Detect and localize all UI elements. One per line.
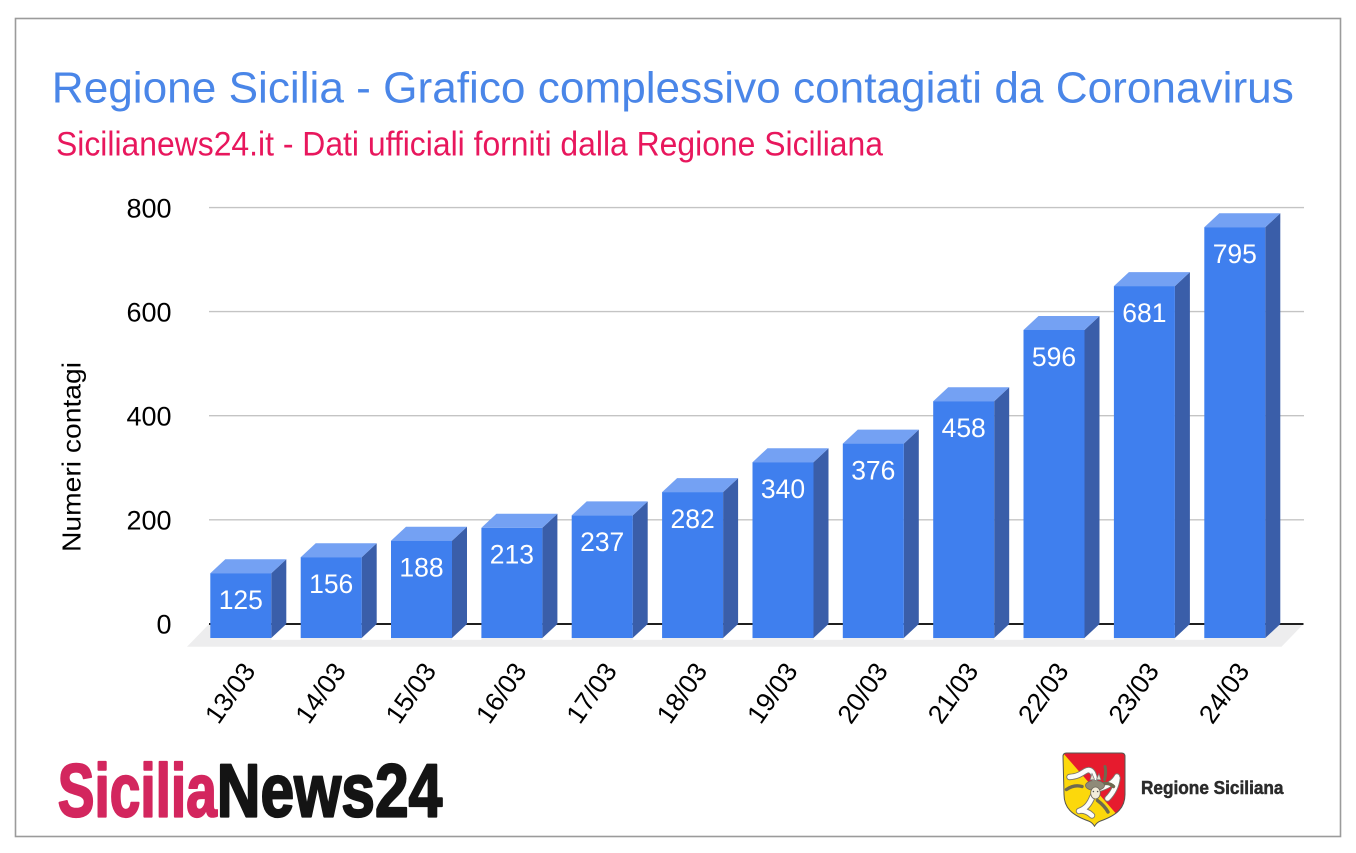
svg-text:340: 340 — [761, 474, 805, 504]
svg-text:596: 596 — [1032, 342, 1076, 372]
svg-text:Regione Siciliana: Regione Siciliana — [1141, 777, 1284, 798]
svg-text:125: 125 — [219, 585, 263, 615]
svg-text:400: 400 — [126, 402, 171, 432]
svg-text:282: 282 — [670, 504, 714, 534]
svg-text:0: 0 — [156, 610, 171, 640]
svg-text:156: 156 — [309, 569, 353, 599]
svg-text:188: 188 — [399, 553, 443, 583]
svg-text:Numeri contagi: Numeri contagi — [56, 362, 86, 552]
svg-text:Sicilianews24.it - Dati uffici: Sicilianews24.it - Dati ufficiali fornit… — [56, 126, 884, 164]
svg-text:600: 600 — [126, 297, 171, 327]
svg-text:458: 458 — [942, 413, 986, 443]
svg-text:SiciliaNews24: SiciliaNews24 — [58, 748, 443, 832]
svg-text:213: 213 — [490, 540, 534, 570]
svg-text:795: 795 — [1213, 239, 1257, 269]
svg-text:800: 800 — [126, 193, 171, 223]
svg-text:Regione Sicilia - Grafico comp: Regione Sicilia - Grafico complessivo co… — [52, 65, 1294, 113]
svg-text:237: 237 — [580, 527, 624, 557]
svg-text:681: 681 — [1122, 298, 1166, 328]
svg-text:376: 376 — [851, 455, 895, 485]
svg-text:200: 200 — [126, 506, 171, 536]
